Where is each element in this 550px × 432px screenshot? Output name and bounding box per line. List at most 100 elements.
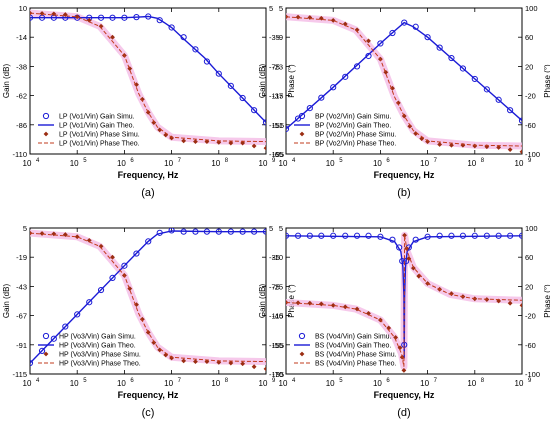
phase-sim-point: [410, 265, 416, 271]
gain-sim-point: [227, 82, 234, 89]
y-axis-label: Gain (dB): [258, 284, 267, 319]
x-tick-label: 10: [259, 159, 268, 168]
gain-sim-point: [86, 299, 93, 306]
legend-phase-sim-marker: [43, 351, 49, 357]
phase-sim-point: [295, 14, 301, 20]
phase-sim-point: [86, 238, 92, 243]
y-tick-label: -37: [272, 92, 283, 101]
gain-sim-point: [121, 262, 128, 269]
phase-sim-point: [157, 347, 163, 353]
legend-label: BP (Vo2/Vin) Phase Simu.: [315, 132, 397, 139]
legend-label: HP (Vo3/Vin) Phase Simu.: [59, 352, 141, 359]
legend-label: BP (Vo2/Vin) Phase Theo.: [315, 141, 396, 148]
gain-sim-point: [389, 29, 396, 37]
x-tick-exponent: 6: [386, 378, 390, 384]
gain-sim-point: [483, 86, 490, 93]
phase-sim-point: [263, 366, 266, 372]
y2-tick-label: -115: [269, 92, 283, 101]
phase-sim-point: [307, 300, 313, 306]
legend: BS (Vo4/Vin) Gain Simu. BS (Vo4/Vin) Gain…: [294, 332, 397, 368]
y-tick-label: 5: [279, 4, 283, 13]
phase-theory-line: [30, 12, 266, 143]
phase-theory-line: [286, 16, 522, 147]
phase-sim-point: [74, 14, 80, 20]
x-tick-exponent: 8: [481, 378, 485, 384]
legend-phase-sim-marker: [43, 131, 49, 137]
y-tick-label: -67: [16, 312, 27, 321]
gain-sim-point: [262, 119, 266, 126]
y2-tick-label: -60: [525, 341, 536, 350]
gain-sim-point: [424, 34, 431, 41]
phase-sim-point: [240, 140, 246, 146]
phase-sim-point: [507, 300, 513, 306]
phase-theory-line: [30, 232, 266, 363]
phase-sim-point: [193, 139, 198, 144]
y2-tick-label: -155: [269, 121, 284, 130]
plot-area: [286, 231, 522, 373]
gain-sim-point: [436, 232, 443, 239]
phase-sim-point: [307, 15, 313, 20]
x-tick-exponent: 6: [130, 378, 134, 384]
phase-sim-point: [169, 355, 174, 361]
legend-label: BS (Vo4/Vin) Phase Simu.: [315, 352, 397, 359]
gain-theory-line: [30, 230, 266, 364]
phase-sim-point: [216, 139, 222, 145]
phase-sim-point: [407, 123, 413, 129]
y-tick-label: -14: [16, 33, 27, 42]
x-tick-label: 10: [211, 379, 220, 388]
legend-label: LP (Vo1/Vin) Gain Theo.: [59, 123, 135, 130]
legend-label: LP (Vo1/Vin) Phase Theo.: [59, 141, 140, 148]
chart-panel: 10 4 10 5 10 6 10 7 10 8 10 95-9-23-37-51-651006020…: [258, 4, 550, 199]
phase-sim-point: [416, 273, 422, 279]
y2-tick-label: -20: [525, 312, 536, 321]
legend-label: LP (Vo1/Vin) Phase Simu.: [59, 132, 140, 139]
x-tick-exponent: 6: [386, 158, 390, 164]
x-tick-exponent: 7: [434, 378, 438, 384]
y-tick-label: 5: [279, 224, 283, 233]
legend-label: LP (Vo1/Vin) Gain Simu.: [59, 114, 135, 121]
gain-sim-point: [448, 232, 455, 239]
gain-sim-point: [97, 286, 105, 294]
phase-sim-point: [366, 311, 371, 316]
gain-sim-point: [62, 323, 69, 330]
phase-sim-point: [251, 364, 257, 370]
x-tick-exponent: 7: [434, 158, 438, 164]
phase-sim-point: [181, 138, 187, 144]
x-tick-label: 10: [420, 159, 429, 168]
y2-tick-label: -195: [269, 150, 284, 159]
legend-label: BS (Vo4/Vin) Phase Theo.: [315, 361, 397, 368]
gain-sim-point: [353, 232, 361, 239]
x-axis-label: Frequency, Hz: [374, 390, 435, 400]
gain-sim-point: [50, 335, 57, 342]
gain-sim-point: [156, 17, 163, 24]
legend-gain-sim-marker: [298, 332, 306, 340]
y2-tick-label: -195: [269, 370, 284, 379]
y-tick-label: -51: [272, 121, 283, 130]
x-tick-exponent: 8: [225, 158, 229, 164]
phase-sim-point: [86, 18, 92, 23]
phase-sim-point: [151, 120, 157, 126]
legend-phase-sim-marker: [299, 131, 305, 137]
x-tick-label: 10: [515, 159, 524, 168]
y2-tick-label: 5: [269, 224, 273, 233]
phase-sim-point: [39, 231, 45, 236]
phase-sim-point: [342, 304, 348, 310]
gain-sim-point: [448, 54, 455, 62]
plot-area: [30, 9, 266, 151]
y-tick-label: -65: [272, 150, 283, 159]
y2-axis-label: Phase (°): [543, 284, 550, 318]
x-tick-label: 10: [164, 379, 173, 388]
x-tick-label: 10: [211, 159, 220, 168]
phase-sim-point: [151, 340, 157, 346]
gain-sim-point: [401, 19, 408, 26]
phase-sim-point: [240, 361, 246, 367]
phase-sim-point: [139, 96, 145, 102]
phase-sim-point: [51, 231, 57, 237]
phase-theory-line: [286, 235, 522, 367]
phase-sim-point: [413, 131, 419, 136]
x-tick-label: 10: [279, 379, 288, 388]
x-tick-exponent: 5: [83, 378, 87, 384]
gain-sim-point: [436, 44, 443, 51]
x-tick-label: 10: [259, 379, 268, 388]
x-axis-label: Frequency, Hz: [374, 170, 435, 180]
